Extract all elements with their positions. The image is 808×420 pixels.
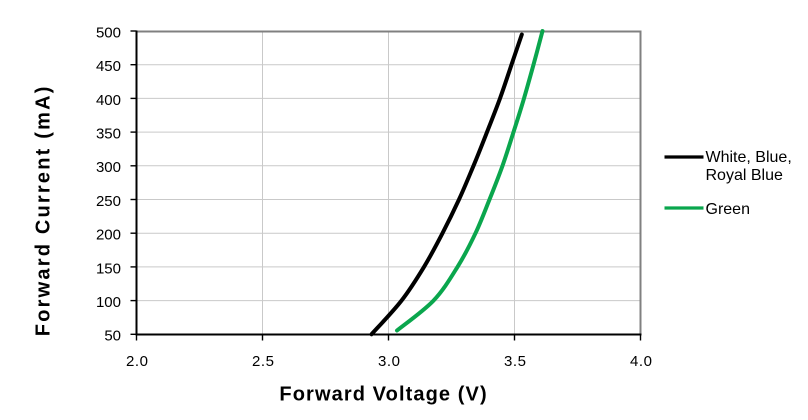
svg-text:300: 300 [96,159,121,176]
svg-text:4.0: 4.0 [630,353,653,370]
svg-text:Green: Green [706,201,750,218]
svg-text:50: 50 [104,328,121,345]
svg-text:250: 250 [96,193,121,210]
svg-text:White, Blue,: White, Blue, [706,149,792,166]
svg-text:400: 400 [96,92,121,109]
svg-text:350: 350 [96,126,121,143]
svg-text:3.0: 3.0 [378,353,401,370]
svg-text:Forward Voltage (V): Forward Voltage (V) [279,384,487,406]
svg-text:2.5: 2.5 [252,353,275,370]
svg-text:100: 100 [96,294,121,311]
svg-text:150: 150 [96,260,121,277]
svg-text:Royal Blue: Royal Blue [706,167,783,184]
svg-text:450: 450 [96,58,121,75]
svg-text:200: 200 [96,227,121,244]
svg-text:2.0: 2.0 [126,353,149,370]
svg-text:Forward Current (mA): Forward Current (mA) [33,84,55,336]
svg-text:3.5: 3.5 [504,353,527,370]
svg-text:500: 500 [96,24,121,41]
